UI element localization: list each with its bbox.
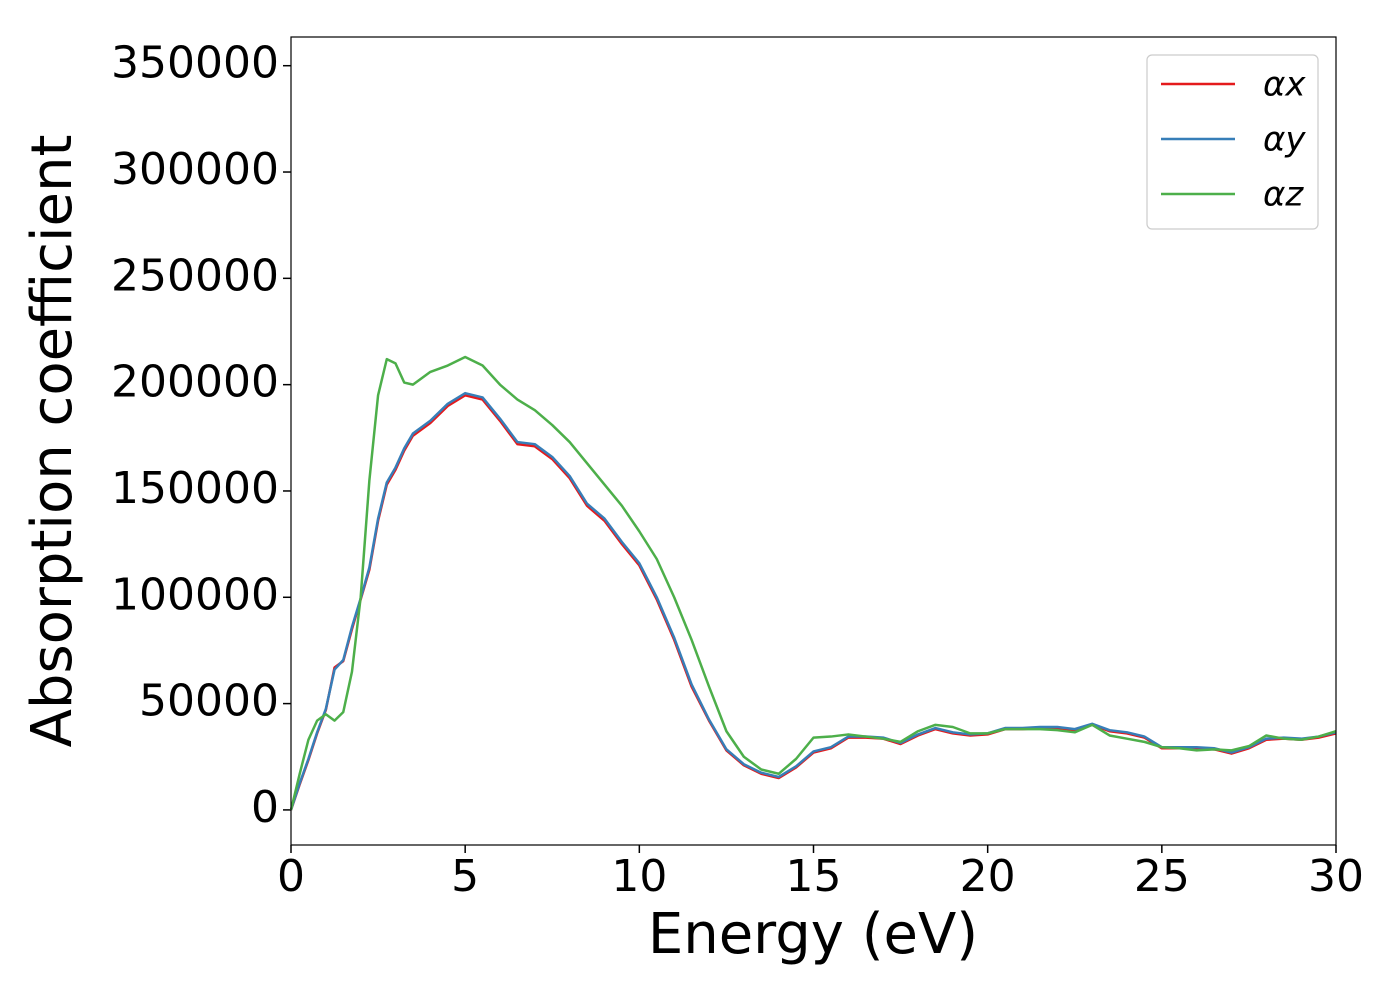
x-axis-label: Energy (eV): [648, 902, 978, 967]
x-tick-label: 0: [277, 851, 305, 902]
y-tick-label: 300000: [111, 144, 279, 195]
y-axis-label: Absorption coefficient: [20, 135, 85, 748]
y-tick-label: 100000: [111, 569, 279, 620]
legend-label: αx: [1263, 65, 1306, 105]
x-tick-label: 30: [1308, 851, 1364, 902]
y-tick-label: 50000: [139, 676, 279, 727]
plot-frame: [290, 36, 1337, 846]
y-tick-label: 200000: [111, 357, 279, 408]
x-tick-label: 10: [611, 851, 667, 902]
y-tick-label: 350000: [111, 38, 279, 89]
x-tick-label: 20: [960, 851, 1016, 902]
legend-label: αz: [1263, 175, 1304, 215]
y-tick-label: 0: [251, 782, 279, 833]
legend-box: [1146, 54, 1319, 230]
y-tick-label: 250000: [111, 250, 279, 301]
x-tick-label: 5: [451, 851, 479, 902]
series-line: [289, 355, 1337, 811]
series-line: [289, 391, 1337, 811]
x-tick-label: 25: [1134, 851, 1190, 902]
x-tick-label: 15: [786, 851, 842, 902]
y-tick-label: 150000: [111, 463, 279, 514]
legend-label: αy: [1263, 120, 1306, 160]
